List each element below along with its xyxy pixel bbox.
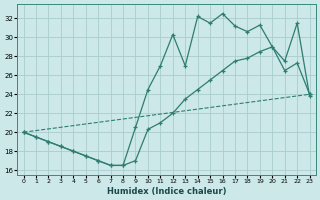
X-axis label: Humidex (Indice chaleur): Humidex (Indice chaleur): [107, 187, 226, 196]
